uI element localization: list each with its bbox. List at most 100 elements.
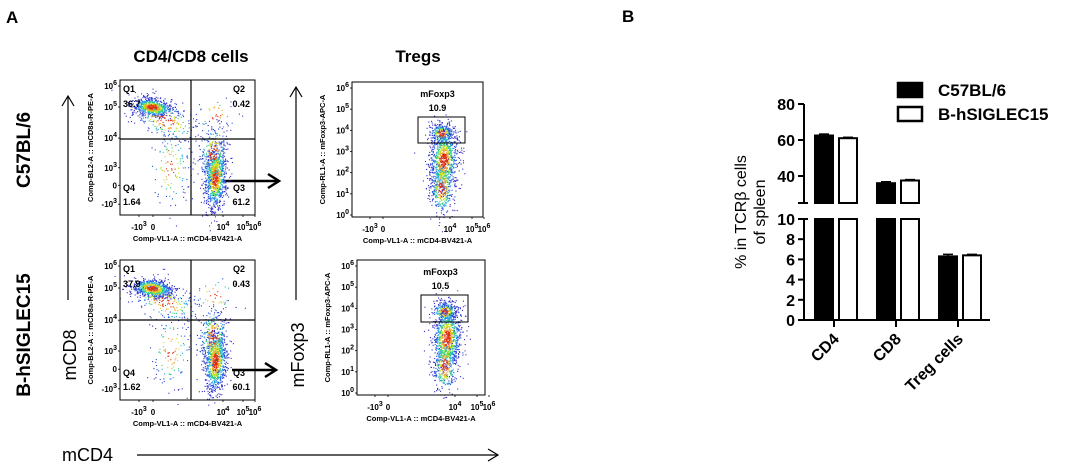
x-tick-label: 105 [237, 221, 250, 232]
quadrant-name: Q4 [123, 368, 135, 378]
mcd8-axis-label: mCD8 [60, 329, 80, 380]
y-tick-label: 100 [341, 387, 354, 398]
quadrant-percentage: 60.1 [232, 382, 250, 392]
quadrant-name: Q3 [233, 368, 245, 378]
quadrant-percentage: 61.2 [232, 197, 250, 207]
legend-label: B-hSIGLEC15 [938, 105, 1049, 124]
scatter-events [111, 87, 244, 232]
x-tick-label: 0 [381, 225, 386, 234]
y-tick-label: 0 [113, 181, 118, 190]
x-tick-label: 0 [386, 403, 391, 412]
mcd4-axis-label: mCD4 [62, 445, 113, 465]
quadrant-name: Q3 [233, 183, 245, 193]
plot-frame [119, 79, 256, 216]
y-axis-label: Comp-RL1-A :: mFoxp3-APC-A [323, 272, 332, 382]
y-tick-label: 102 [336, 167, 349, 178]
x-tick-label: 105 [471, 401, 484, 412]
quadrant-percentage: 1.64 [123, 197, 141, 207]
y-tick-label: 60 [777, 133, 795, 150]
y-tick-label: 103 [104, 345, 117, 356]
y-tick-label: 104 [336, 124, 349, 135]
x-tick-label: -103 [362, 223, 378, 234]
y-tick-label: 80 [777, 97, 795, 114]
quadrant-percentage: 1.62 [123, 382, 141, 392]
x-axis-label: Comp-VL1-A :: mCD4-BV421-A [363, 236, 473, 245]
scatter-events [414, 114, 468, 233]
quadrant-percentage: 36.7 [123, 99, 141, 109]
quadrant-percentage: 0.42 [232, 99, 250, 109]
quadrant-name: Q1 [123, 264, 135, 274]
y-tick-label: 100 [336, 209, 349, 220]
legend-swatch [896, 105, 924, 123]
y-tick-label: 105 [104, 282, 117, 293]
y-tick-label: 40 [777, 169, 795, 186]
y-tick-label: 105 [104, 101, 117, 112]
y-axis-label: Comp-BL2-A :: mCD8a-R-PE-A [86, 92, 95, 201]
foxp3-gate [420, 294, 469, 323]
quadrant-name: Q4 [123, 183, 135, 193]
scatter-events [114, 268, 246, 410]
y-tick-label: 104 [104, 132, 117, 143]
x-tick-label: 0 [151, 223, 156, 232]
col-title-cd4cd8: CD4/CD8 cells [133, 47, 248, 66]
bar-C57BL/6-Treg cells [938, 255, 958, 321]
plot-frame [356, 259, 486, 396]
y-axis-label: Comp-RL1-A :: mFoxp3-APC-A [318, 94, 327, 204]
y-tick-label: 103 [341, 324, 354, 335]
x-tick-label: 106 [478, 223, 491, 234]
mfoxp3-axis-arrow [289, 85, 303, 300]
gating-arrow-bottom [232, 361, 279, 379]
mfoxp3-axis-label: mFoxp3 [288, 322, 308, 387]
scatter-events [423, 290, 471, 399]
x-axis-label: Comp-VL1-A :: mCD4-BV421-A [366, 414, 476, 423]
bar-B-hSIGLEC15-CD8-upper [900, 179, 920, 204]
bar-B-hSIGLEC15-CD8-lower [900, 218, 920, 321]
x-tick-label: 0 [151, 408, 156, 417]
cd4-cd8-flow-plot-bhsiglec15: Q137.9Q20.43Q360.1Q41.621061051041030-10… [86, 259, 262, 428]
plot-frame [119, 259, 256, 401]
legend-swatch [896, 81, 924, 99]
cd4-cd8-flow-plot-c57bl6: Q136.7Q20.42Q361.2Q41.641061051041030-10… [86, 79, 262, 243]
x-axis-label: Comp-VL1-A :: mCD4-BV421-A [133, 234, 243, 243]
foxp3-gate [417, 116, 466, 144]
y-tick-label: 106 [104, 80, 117, 91]
mcd4-axis-arrow [137, 448, 500, 462]
x-tick-label: -103 [131, 406, 147, 417]
bar-C57BL/6-CD4-upper [814, 134, 834, 204]
bar-chart: 40 60 80 0 2 4 6 8 10 % in TCRβ cells of spleen CD4… [733, 81, 1049, 395]
gating-arrow-top [224, 172, 282, 190]
x-tick-label: 104 [217, 221, 230, 232]
y-tick-label: 104 [341, 302, 354, 313]
y-tick-label: 101 [336, 188, 349, 199]
y-tick-label: 8 [786, 232, 795, 249]
y-tick-label: 4 [786, 273, 795, 290]
bar-C57BL/6-CD8-upper [876, 182, 896, 204]
x-tick-label: 104 [449, 401, 462, 412]
quadrant-percentage: 0.43 [232, 279, 250, 289]
bar-B-hSIGLEC15-CD4-upper [838, 137, 858, 204]
gate-name: mFoxp3 [420, 89, 455, 99]
gate-percentage: 10.9 [429, 103, 447, 113]
y-tick-label: 101 [341, 366, 354, 377]
quadrant-name: Q2 [233, 264, 245, 274]
x-tick-label: 105 [237, 406, 250, 417]
panel-a-label: A [6, 8, 18, 27]
y-tick-label: 2 [786, 293, 795, 310]
mcd8-axis-arrow [61, 94, 75, 300]
x-tick-label: 105 [466, 223, 479, 234]
y-tick-label: 0 [113, 365, 118, 374]
y-tick-label: 106 [336, 82, 349, 93]
x-tick-label: -103 [131, 221, 147, 232]
y-tick-label: 105 [336, 103, 349, 114]
y-tick-label: 104 [104, 314, 117, 325]
bar-B-hSIGLEC15-Treg cells [962, 254, 982, 321]
x-tick-label: CD8 [870, 331, 905, 366]
quadrant-percentage: 37.9 [123, 279, 141, 289]
row-label-bhsiglec15: B-hSIGLEC15 [14, 273, 35, 397]
bar-C57BL/6-CD4-lower [814, 218, 834, 321]
quadrant-name: Q1 [123, 84, 135, 94]
x-tick-label: 104 [444, 223, 457, 234]
